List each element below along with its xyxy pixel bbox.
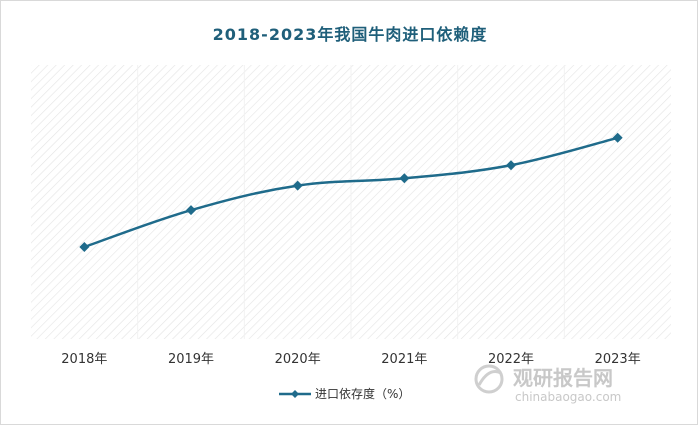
x-tick-label: 2021年 [381, 352, 427, 367]
legend-marker-icon [291, 390, 299, 398]
x-tick-label: 2023年 [595, 352, 641, 367]
data-point-marker [79, 241, 90, 252]
data-point-marker [186, 205, 196, 216]
legend-label: 进口依存度（%） [315, 386, 410, 401]
data-point-marker [399, 173, 410, 184]
data-point-marker [292, 180, 303, 191]
watermark-text-cn: 观研报告网 [513, 366, 613, 390]
watermark-text-en: chinabaogao.com [515, 390, 621, 404]
data-point-marker [612, 132, 623, 143]
data-point-marker [506, 160, 516, 171]
chart-title: 2018-2023年我国牛肉进口依赖度 [212, 25, 488, 44]
watermark: 观研报告网 chinabaogao.com [474, 364, 621, 404]
watermark-logo-icon [474, 364, 504, 394]
x-tick-label: 2022年 [488, 352, 534, 367]
x-tick-label: 2020年 [275, 352, 321, 367]
x-tick-label: 2018年 [61, 352, 107, 367]
series-line [83, 136, 618, 249]
x-tick-label: 2019年 [168, 352, 214, 367]
